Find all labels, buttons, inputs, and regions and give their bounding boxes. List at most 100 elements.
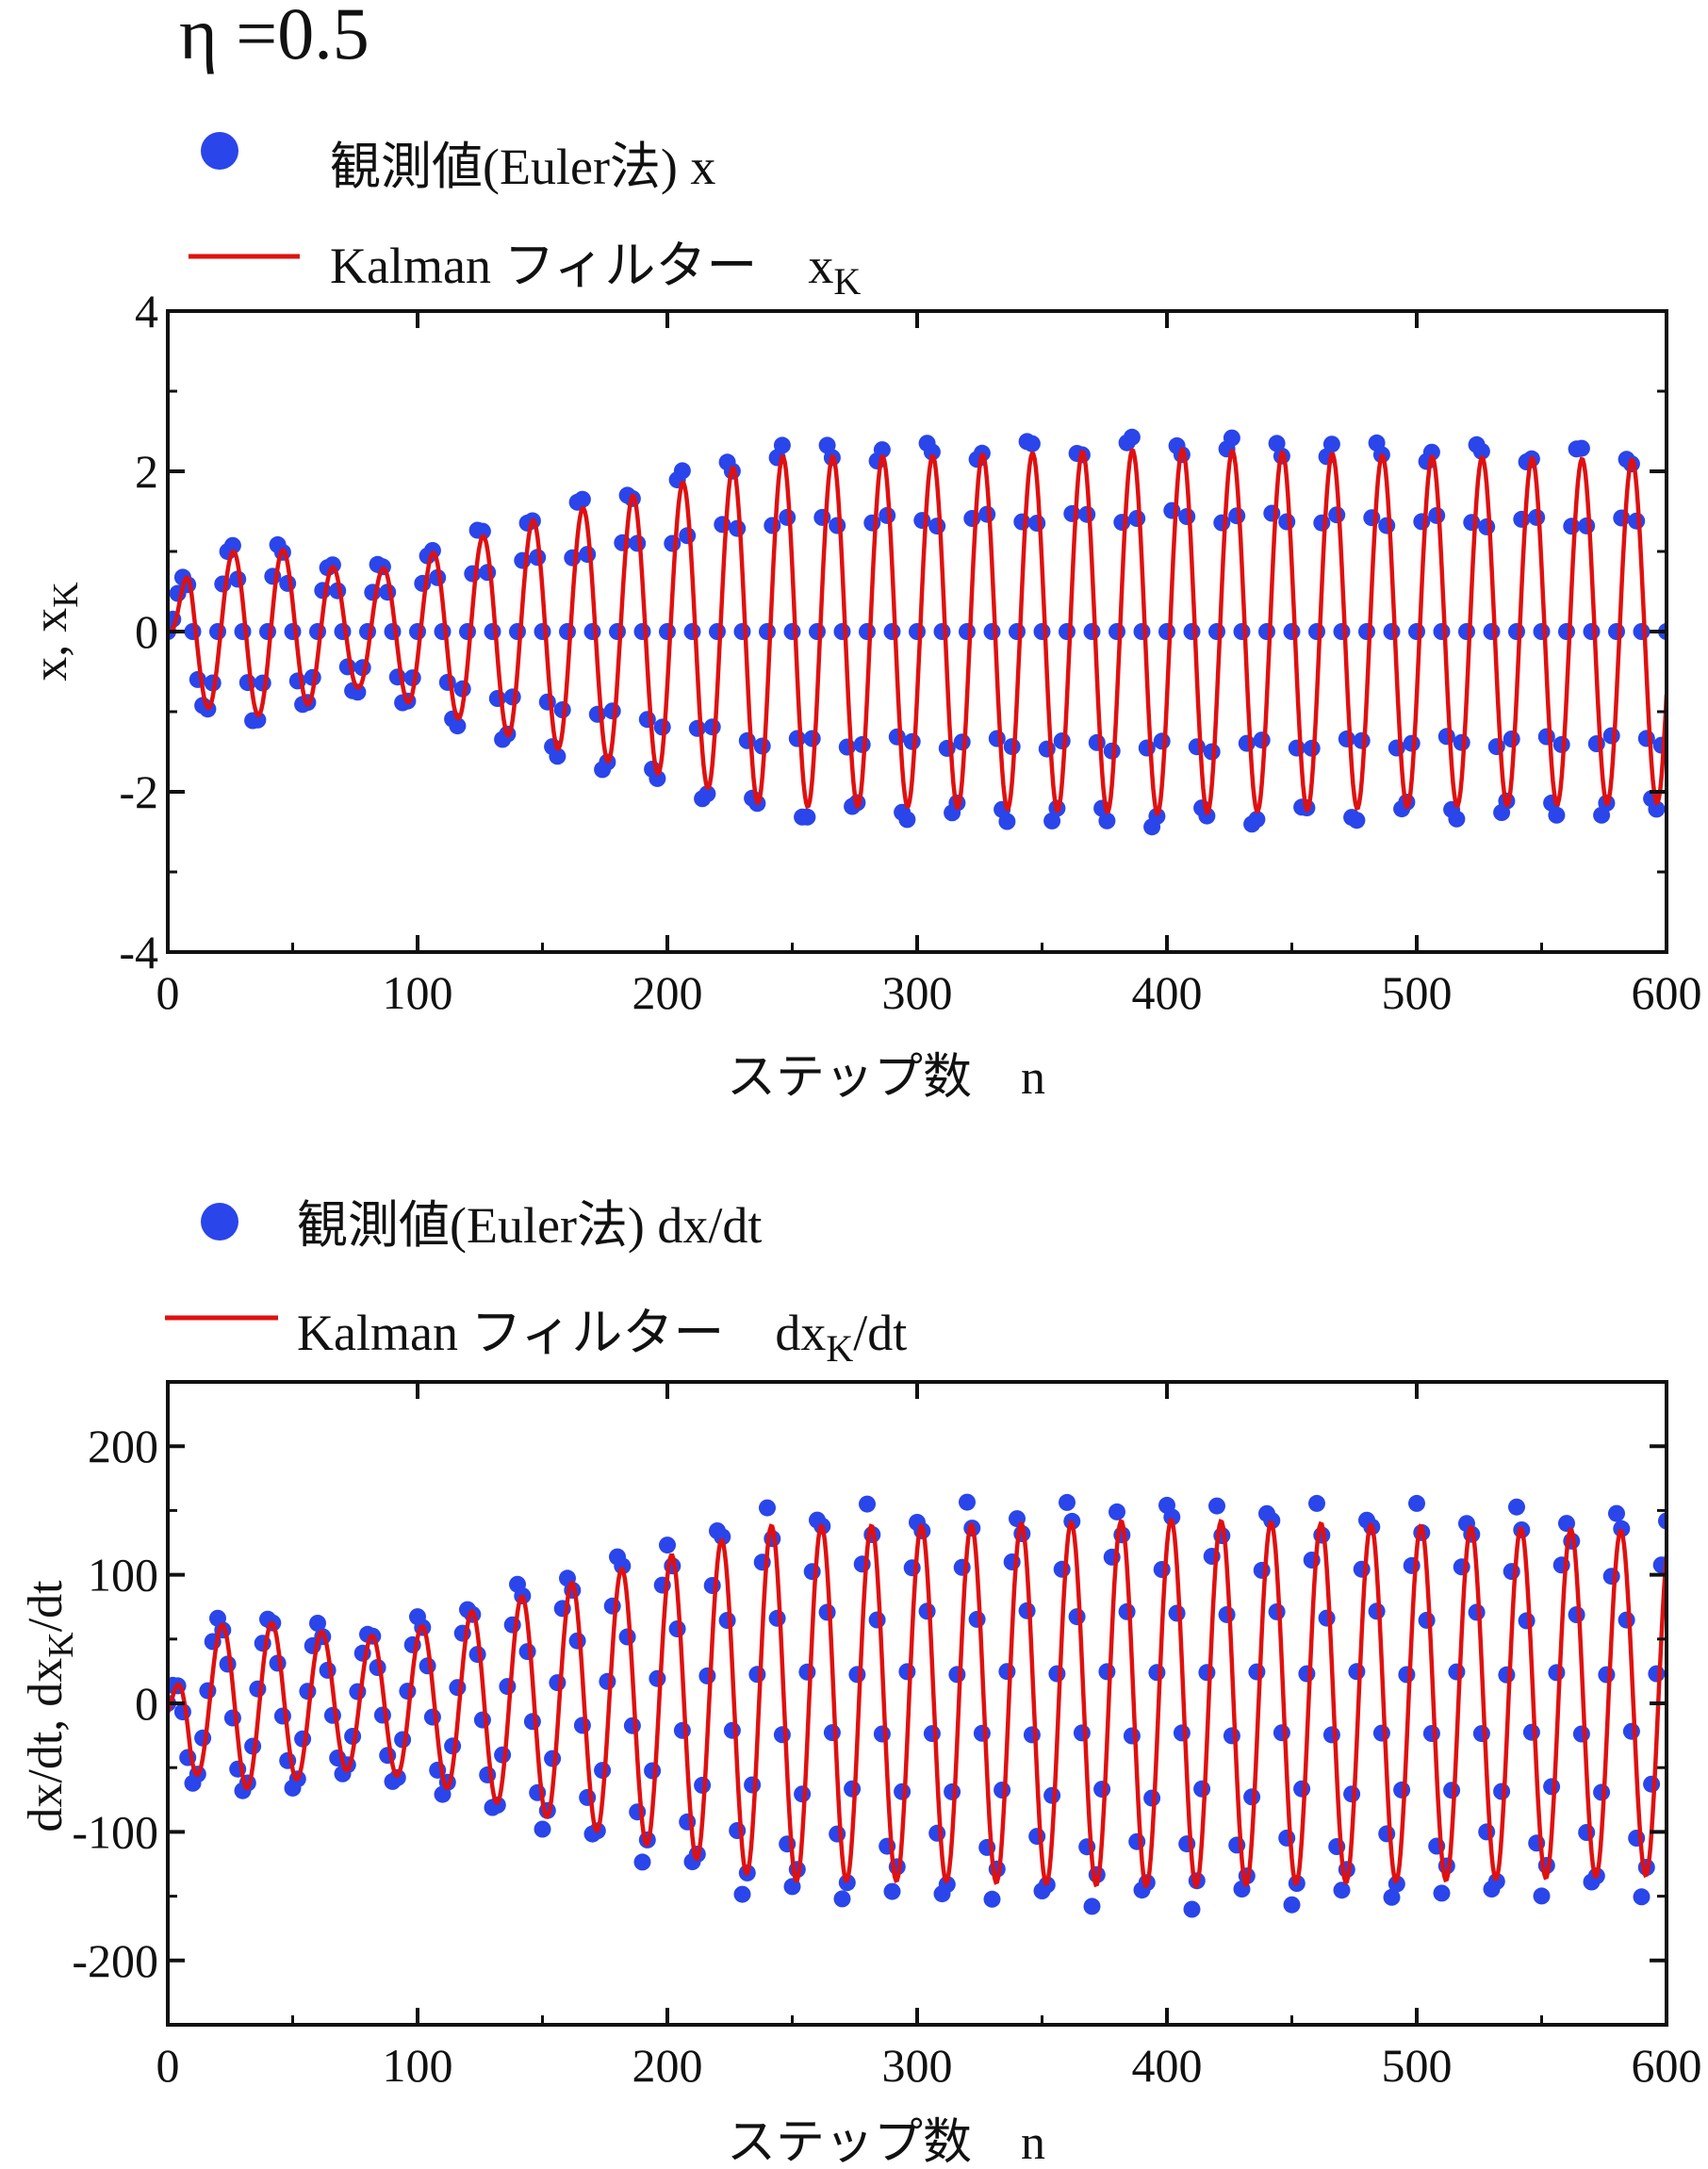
- observed-point: [1558, 1515, 1575, 1533]
- observed-point: [909, 623, 926, 640]
- observed-point: [1338, 730, 1355, 748]
- observed-point: [1437, 728, 1455, 746]
- observed-point: [1248, 1663, 1266, 1681]
- observed-point: [1133, 623, 1151, 640]
- observed-point: [449, 717, 467, 735]
- observed-point: [599, 1672, 616, 1690]
- observed-point: [1633, 623, 1651, 640]
- observed-point: [783, 623, 801, 640]
- observed-point: [1183, 623, 1201, 640]
- observed-point: [733, 1885, 751, 1903]
- observed-point: [718, 1612, 736, 1629]
- observed-point: [1283, 1896, 1301, 1914]
- observed-point: [544, 1750, 562, 1767]
- observed-point: [1533, 1887, 1551, 1905]
- observed-point: [1648, 1665, 1666, 1683]
- observed-point: [733, 623, 751, 640]
- x-tick-label: 600: [1632, 2039, 1702, 2092]
- observed-point: [534, 623, 551, 640]
- observed-point: [1348, 1663, 1366, 1681]
- observed-point: [1608, 1504, 1625, 1522]
- observed-point: [1048, 1665, 1066, 1683]
- observed-point: [623, 1717, 641, 1734]
- x-axis-label-top: ステップ数 n: [727, 1051, 1045, 1105]
- y-axis-label-top: x, xK: [24, 582, 86, 682]
- observed-point: [199, 1682, 217, 1700]
- observed-point: [523, 1713, 541, 1731]
- observed-point: [1183, 1900, 1201, 1918]
- observed-point: [1383, 1888, 1401, 1906]
- observed-point: [1158, 623, 1175, 640]
- observed-point: [423, 1708, 441, 1726]
- observed-point: [968, 1610, 986, 1628]
- observed-point: [988, 730, 1006, 748]
- observed-point: [1413, 513, 1431, 531]
- observed-point: [1223, 429, 1240, 447]
- observed-point: [953, 733, 971, 751]
- observed-point: [768, 1609, 786, 1627]
- observed-point: [923, 1725, 941, 1743]
- observed-point: [838, 1874, 856, 1892]
- observed-point: [1163, 1508, 1181, 1526]
- observed-point: [1308, 623, 1325, 640]
- plot-area-top: [168, 428, 1667, 836]
- observed-point: [1283, 623, 1301, 640]
- observed-point: [1093, 1781, 1111, 1799]
- observed-point: [903, 732, 921, 750]
- observed-point: [1498, 1666, 1516, 1684]
- observed-point: [1483, 623, 1501, 640]
- observed-point: [664, 534, 682, 552]
- observed-point: [1358, 623, 1375, 640]
- observed-point: [609, 623, 626, 640]
- observed-point: [618, 1628, 636, 1646]
- observed-point: [798, 1663, 816, 1681]
- observed-point: [223, 536, 241, 554]
- observed-point: [1009, 623, 1026, 640]
- observed-point: [1372, 1724, 1390, 1742]
- observed-point: [764, 517, 781, 534]
- axis-ticks-bottom: 0 100 200 300 400 500 600 -200 -100 0 100 200: [72, 1382, 1702, 2092]
- observed-point: [714, 1528, 731, 1546]
- observed-point: [1533, 623, 1551, 640]
- observed-point: [1433, 623, 1451, 640]
- observed-point: [959, 1493, 976, 1511]
- observed-point: [873, 1725, 891, 1743]
- observed-point: [1633, 1888, 1651, 1906]
- observed-point: [633, 1853, 651, 1871]
- observed-point: [1118, 1602, 1136, 1620]
- legend-observed-marker: [201, 1203, 238, 1241]
- observed-point: [673, 1721, 691, 1739]
- legend-observed-label: 観測値(Euler法) dx/dt: [297, 1197, 762, 1254]
- observed-point: [499, 1678, 517, 1696]
- y-tick-label: -2: [119, 765, 158, 818]
- observed-point: [703, 718, 721, 736]
- observed-point: [698, 1667, 716, 1684]
- observed-point: [234, 623, 252, 640]
- observed-point: [1083, 623, 1101, 640]
- x-tick-label: 0: [156, 966, 180, 1019]
- plot-frame-bottom: [166, 1380, 1668, 2027]
- observed-point: [1422, 443, 1440, 461]
- observed-point: [709, 623, 726, 640]
- observed-point: [1253, 731, 1271, 749]
- x-tick-label: 200: [632, 2039, 703, 2092]
- observed-point: [1378, 517, 1396, 534]
- observed-point: [1472, 442, 1490, 460]
- observed-point: [863, 514, 881, 532]
- observed-point: [1033, 623, 1051, 640]
- chart-bottom: 0 100 200 300 400 500 600 -200 -100 0 100 200 ステップ数…: [19, 1380, 1702, 2169]
- observed-point: [1153, 732, 1171, 750]
- observed-point: [1073, 1724, 1091, 1742]
- observed-point: [1508, 623, 1525, 640]
- observed-point: [1238, 734, 1256, 752]
- observed-point: [1153, 1561, 1171, 1578]
- observed-point: [509, 623, 526, 640]
- observed-point: [1622, 1722, 1640, 1740]
- observed-point: [273, 1707, 291, 1725]
- observed-point: [944, 1783, 961, 1800]
- x-tick-label: 400: [1132, 966, 1203, 1019]
- observed-point: [1583, 623, 1601, 640]
- observed-point: [1648, 800, 1666, 818]
- y-tick-label: 0: [135, 605, 158, 658]
- observed-point: [833, 623, 851, 640]
